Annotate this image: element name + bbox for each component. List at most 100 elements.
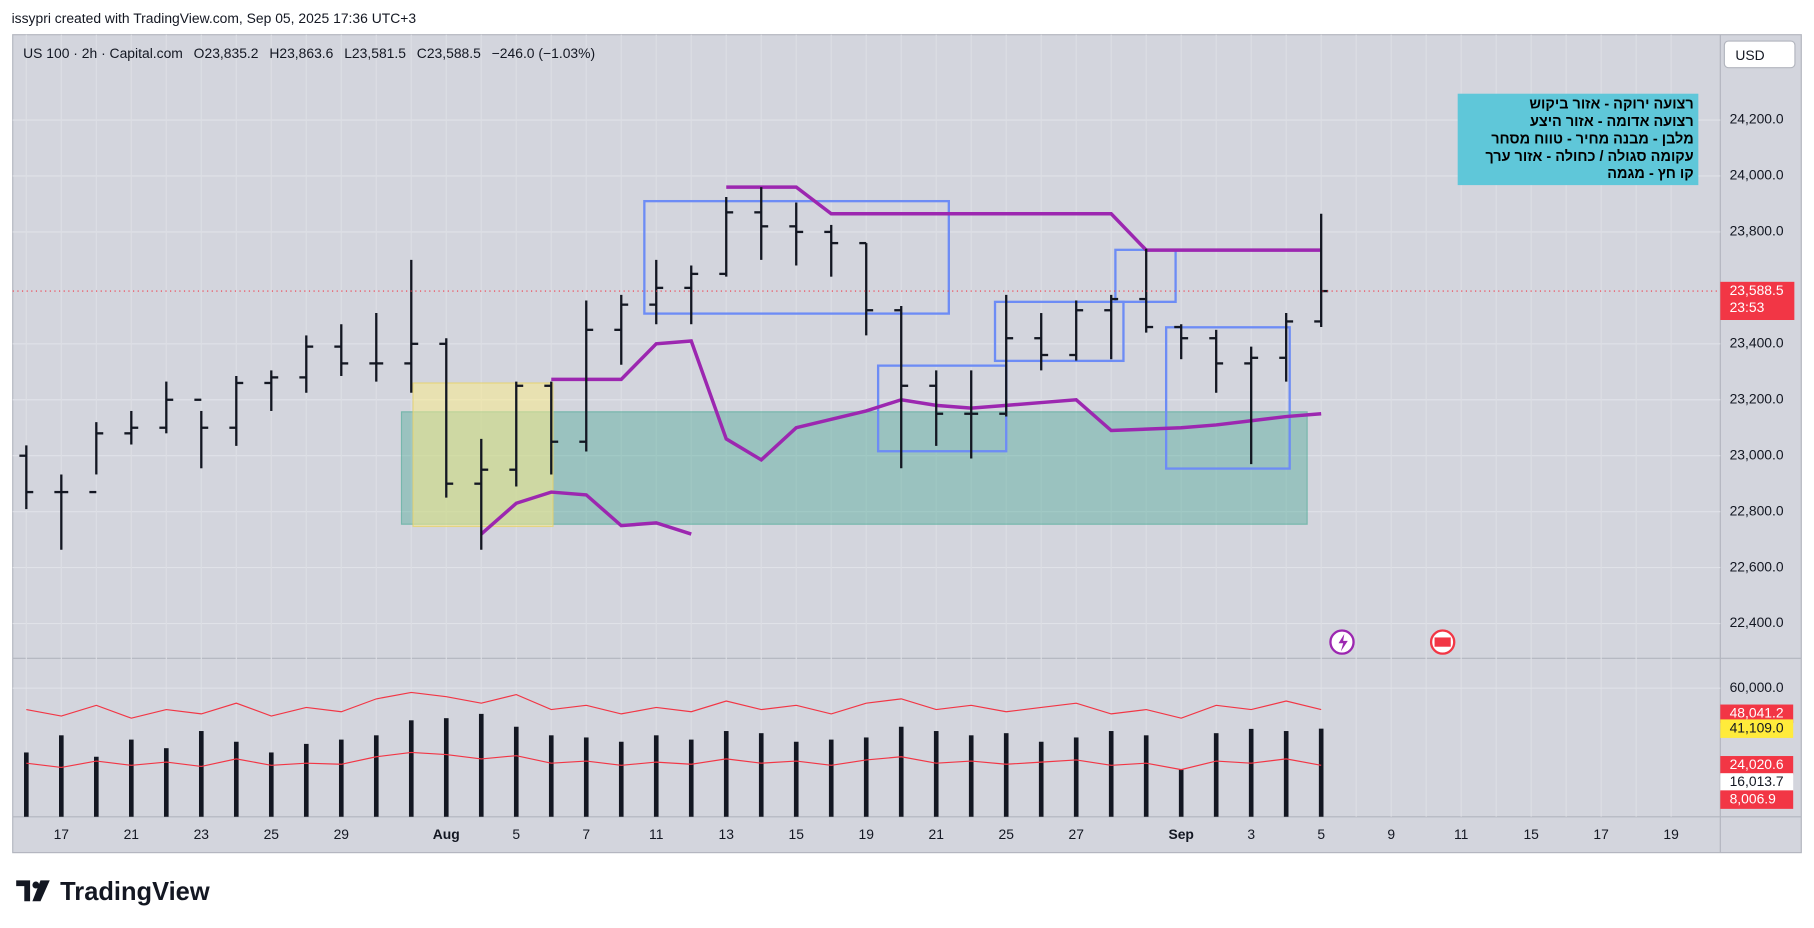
ohlc-bar bbox=[894, 306, 909, 469]
ohlc-bar bbox=[579, 300, 594, 452]
x-tick-label: 5 bbox=[512, 826, 520, 842]
volume-bar bbox=[408, 720, 414, 817]
volume-bar bbox=[688, 739, 694, 817]
y-tick-label: 24,000.0 bbox=[1730, 167, 1784, 183]
volume-label-box bbox=[1720, 790, 1794, 809]
volume-bar bbox=[1073, 737, 1079, 817]
volume-label: 8,006.9 bbox=[1730, 790, 1777, 806]
y-tick-label: 23,800.0 bbox=[1730, 223, 1784, 239]
x-tick-label: 15 bbox=[1523, 826, 1539, 842]
currency-button[interactable]: USD bbox=[1723, 40, 1796, 69]
ohlc-bar bbox=[1279, 313, 1294, 382]
y-tick-label: 60,000.0 bbox=[1730, 679, 1784, 695]
ohlc-bar bbox=[1034, 313, 1049, 371]
event-icons[interactable] bbox=[1329, 629, 1456, 655]
volume-bar bbox=[1038, 741, 1044, 817]
grid bbox=[12, 34, 1721, 817]
ohlc-bar bbox=[929, 370, 944, 446]
y-tick-label: 23,000.0 bbox=[1730, 446, 1784, 462]
ohlc-bar bbox=[1069, 300, 1084, 361]
volume-bar bbox=[513, 726, 519, 817]
ohlc-bar bbox=[194, 398, 209, 469]
zone bbox=[412, 382, 554, 528]
volume-bar bbox=[968, 735, 974, 817]
x-tick-label: 15 bbox=[789, 826, 805, 842]
ohlc-bar bbox=[264, 370, 279, 411]
volume-bar bbox=[1248, 728, 1254, 817]
quote-change: −246.0 (−1.03%) bbox=[491, 45, 596, 62]
x-tick-label: 9 bbox=[1387, 826, 1395, 842]
volume-bar bbox=[233, 741, 239, 817]
ohlc-bar bbox=[369, 313, 384, 382]
volume-label-box bbox=[1720, 719, 1794, 738]
ohlc-bar bbox=[474, 438, 489, 550]
logo-mark bbox=[16, 880, 50, 902]
volume-bar bbox=[128, 739, 134, 817]
symbol-legend[interactable]: US 100 · 2h · Capital.com O23,835.2 H23,… bbox=[23, 45, 602, 61]
volume-bar bbox=[548, 735, 554, 817]
quote-high: H23,863.6 bbox=[269, 45, 334, 62]
volume-bar bbox=[93, 756, 99, 817]
y-tick-label: 24,200.0 bbox=[1730, 111, 1784, 127]
value-line bbox=[480, 490, 692, 536]
logo-shape bbox=[16, 880, 31, 902]
value-line bbox=[726, 185, 1322, 252]
ohlc-bar bbox=[509, 381, 524, 487]
annotation-line: רצועה ירוקה - אזור ביקוש bbox=[1529, 96, 1694, 113]
x-tick-label: 13 bbox=[719, 826, 735, 842]
volume-bar bbox=[1143, 735, 1149, 817]
volume-bar bbox=[828, 739, 834, 817]
volume-bar bbox=[933, 731, 939, 817]
quote-low: L23,581.5 bbox=[344, 45, 406, 62]
volume-bar bbox=[583, 737, 589, 817]
ohlc-bar bbox=[719, 196, 734, 277]
volume-bar bbox=[758, 733, 764, 817]
ohlc-bar bbox=[824, 224, 839, 277]
y-tick-label: 23,400.0 bbox=[1730, 334, 1784, 350]
symbol: US 100 · 2h · Capital.com bbox=[23, 45, 183, 62]
x-tick-label: 17 bbox=[1593, 826, 1609, 842]
x-tick-label: 19 bbox=[1663, 826, 1679, 842]
x-tick-label: 27 bbox=[1068, 826, 1084, 842]
volume-bar bbox=[653, 735, 659, 817]
annotation-line: מלבן - מבנה מחיר - טווח מסחר bbox=[1491, 130, 1694, 147]
ohlc-bar bbox=[1139, 248, 1154, 333]
volume-bar bbox=[198, 731, 204, 817]
last-price-label: 23,588.5 bbox=[1730, 282, 1784, 298]
ohlc-bar bbox=[789, 202, 804, 266]
volume-bar bbox=[1178, 769, 1184, 817]
volume-label: 41,109.0 bbox=[1730, 719, 1784, 735]
volume-bar bbox=[1283, 731, 1289, 817]
volume-bar bbox=[303, 743, 309, 817]
ohlc-bar bbox=[19, 445, 34, 510]
volume-bar bbox=[338, 739, 344, 817]
ohlc-bar bbox=[1209, 329, 1224, 393]
volume-label: 24,020.6 bbox=[1730, 756, 1784, 772]
logo-shape bbox=[32, 880, 50, 902]
volume-band bbox=[26, 751, 1322, 771]
x-tick-label: 21 bbox=[929, 826, 945, 842]
volume-bar bbox=[373, 735, 379, 817]
ohlc-bar bbox=[54, 474, 69, 550]
annotation-line: קו חץ - מגמה bbox=[1607, 165, 1694, 182]
x-tick-label: 11 bbox=[649, 826, 664, 842]
volume-bar bbox=[1003, 733, 1009, 817]
ohlc-bar bbox=[89, 422, 104, 494]
x-tick-label: 7 bbox=[582, 826, 590, 842]
x-tick-label: 3 bbox=[1247, 826, 1255, 842]
volume-label-box bbox=[1720, 756, 1794, 775]
ohlc-bar bbox=[754, 187, 769, 260]
event-icon-bolt bbox=[1338, 633, 1348, 652]
logo[interactable]: TradingView bbox=[60, 876, 210, 906]
x-tick-label: 17 bbox=[54, 826, 70, 842]
volume-bar bbox=[898, 726, 904, 817]
volume-bar bbox=[59, 735, 64, 817]
ohlc-bar bbox=[1174, 324, 1189, 360]
x-tick-label: Aug bbox=[433, 826, 460, 842]
volume-band bbox=[26, 691, 1322, 719]
y-tick-label: 22,600.0 bbox=[1730, 558, 1784, 574]
annotation-line: רצועה אדומה - אזור היצע bbox=[1529, 113, 1694, 130]
volume-bar bbox=[24, 752, 29, 817]
x-tick-label: Sep bbox=[1168, 826, 1193, 842]
